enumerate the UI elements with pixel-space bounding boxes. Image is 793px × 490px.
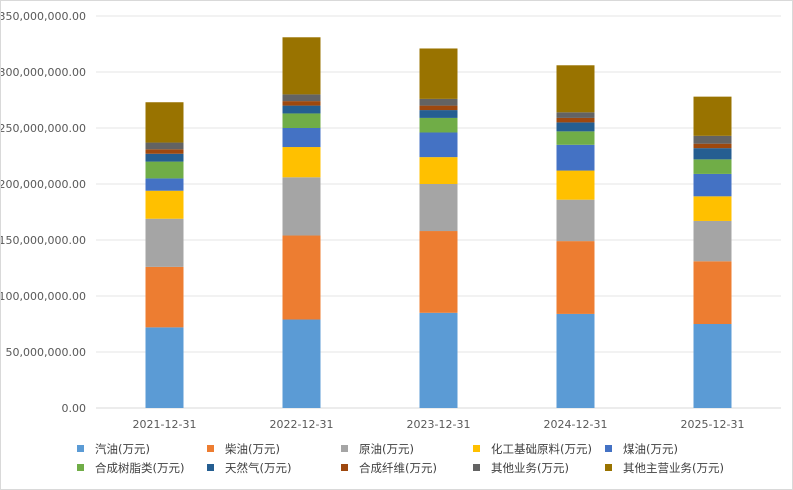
bar-segment: [145, 142, 184, 150]
legend-swatch: [605, 464, 612, 471]
bar-segment: [556, 199, 595, 242]
x-tick-label: 2023-12-31: [407, 418, 471, 431]
legend-label: 合成纤维(万元): [359, 461, 437, 475]
legend-swatch: [473, 464, 480, 471]
bar-segment: [419, 110, 458, 118]
bar-segment: [282, 105, 321, 114]
bar-segment: [282, 319, 321, 408]
bar-segment: [693, 324, 732, 408]
x-tick-label: 2022-12-31: [270, 418, 334, 431]
legend-label: 天然气(万元): [225, 461, 291, 475]
y-tick-label: 300,000,000.00: [1, 66, 86, 79]
legend-label: 其他业务(万元): [491, 461, 569, 475]
legend-label: 合成树脂类(万元): [95, 461, 184, 475]
bar-segment: [145, 190, 184, 219]
bar-segment: [693, 159, 732, 174]
legend-label: 化工基础原料(万元): [491, 442, 592, 456]
bar-segment: [419, 184, 458, 232]
bar-segment: [693, 148, 732, 160]
bar-segment: [693, 135, 732, 144]
bar-segment: [556, 112, 595, 118]
bar-segment: [556, 144, 595, 171]
bar-segment: [556, 170, 595, 200]
bar-segment: [282, 235, 321, 320]
bar-segment: [145, 149, 184, 154]
bar-segment: [693, 173, 732, 197]
bar-segment: [556, 117, 595, 123]
legend-swatch: [341, 464, 348, 471]
bar-segment: [419, 157, 458, 184]
bar-segment: [145, 161, 184, 179]
bar-segment: [556, 241, 595, 314]
bar-segment: [145, 178, 184, 191]
bar-segment: [145, 218, 184, 267]
bar-segment: [419, 48, 458, 99]
y-tick-label: 150,000,000.00: [1, 234, 86, 247]
legend-label: 柴油(万元): [225, 442, 280, 456]
y-tick-label: 200,000,000.00: [1, 178, 86, 191]
bar-segment: [419, 105, 458, 111]
y-tick-label: 350,000,000.00: [1, 10, 86, 23]
bar-segment: [145, 153, 184, 162]
bar-segment: [556, 65, 595, 113]
legend-swatch: [77, 464, 84, 471]
legend-swatch: [77, 445, 84, 452]
legend-swatch: [207, 445, 214, 452]
bar-segment: [693, 196, 732, 221]
bar-segment: [145, 102, 184, 143]
legend-label: 原油(万元): [359, 442, 414, 456]
legend-label: 其他主营业务(万元): [623, 461, 724, 475]
bar-segment: [282, 128, 321, 148]
bar-segment: [419, 132, 458, 158]
bar-segment: [282, 101, 321, 106]
legend-label: 汽油(万元): [95, 442, 150, 456]
bar-segment: [693, 220, 732, 262]
bar-segment: [693, 143, 732, 149]
bar-segment: [145, 327, 184, 408]
legend-swatch: [207, 464, 214, 471]
legend-swatch: [341, 445, 348, 452]
y-tick-label: 250,000,000.00: [1, 122, 86, 135]
legend-label: 煤油(万元): [623, 442, 678, 456]
y-tick-label: 50,000,000.00: [6, 346, 86, 359]
bar-segment: [556, 122, 595, 132]
bar-segment: [693, 96, 732, 136]
bar-segment: [282, 37, 321, 95]
y-tick-label: 100,000,000.00: [1, 290, 86, 303]
bar-segment: [282, 177, 321, 236]
legend-swatch: [605, 445, 612, 452]
bar-segment: [419, 98, 458, 106]
x-tick-label: 2021-12-31: [133, 418, 197, 431]
bar-segment: [419, 117, 458, 133]
legend-swatch: [473, 445, 480, 452]
bar-segment: [282, 147, 321, 178]
x-tick-label: 2025-12-31: [681, 418, 745, 431]
bar-segment: [419, 231, 458, 313]
bar-segment: [145, 266, 184, 328]
bar-segment: [556, 313, 595, 408]
bar-segment: [556, 131, 595, 145]
x-tick-label: 2024-12-31: [544, 418, 608, 431]
bar-segment: [693, 261, 732, 324]
bar-segment: [419, 312, 458, 408]
bar-segment: [282, 94, 321, 102]
y-tick-label: 0.00: [62, 402, 87, 415]
bar-segment: [282, 113, 321, 128]
